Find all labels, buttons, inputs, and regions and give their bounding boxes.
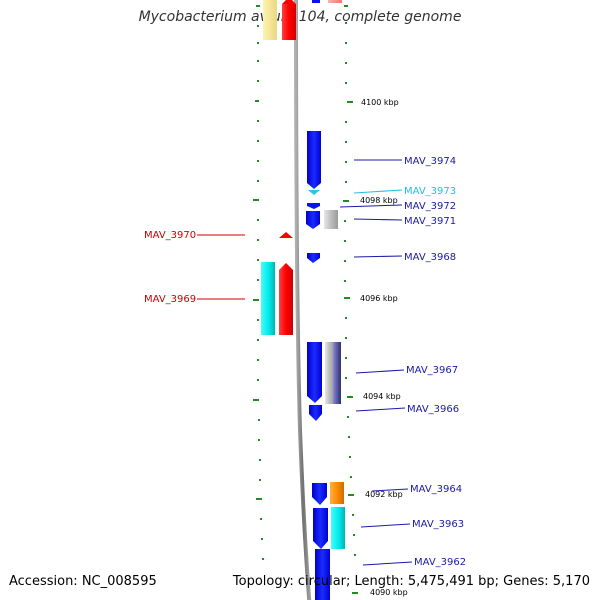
accession-label: Accession: NC_008595 [9, 574, 157, 589]
gene-top-yellow [263, 0, 277, 40]
left-tick-column [253, 5, 264, 560]
label-mav-3973[interactable]: MAV_3973 [404, 186, 456, 197]
gene-mav-3967-a [307, 342, 322, 403]
label-mav-3968[interactable]: MAV_3968 [404, 252, 456, 263]
genome-backbone [294, 0, 312, 600]
label-mav-3972[interactable]: MAV_3972 [404, 201, 456, 212]
gene-mav-3970 [279, 232, 293, 238]
gene-mav-3968 [307, 253, 320, 263]
gene-mav-3972 [307, 203, 320, 209]
kbp-label-4092: 4092 kbp [365, 490, 403, 499]
gene-top-pink [328, 0, 342, 3]
gene-top-red-tip [282, 0, 296, 4]
kbp-label-4096: 4096 kbp [360, 294, 398, 303]
topology-label: Topology: circular; Length: 5,475,491 bp… [232, 574, 590, 589]
gene-mav-3969-cyan [261, 262, 275, 335]
label-mav-3969[interactable]: MAV_3969 [144, 294, 196, 305]
kbp-label-4100: 4100 kbp [361, 98, 399, 107]
gene-mav-3964-a [312, 483, 327, 505]
gene-mav-3963-a [313, 508, 328, 549]
label-leader-lines [197, 159, 413, 566]
tick-marks [253, 5, 358, 594]
label-mav-3971[interactable]: MAV_3971 [404, 216, 456, 227]
gene-mav-3974 [307, 131, 321, 189]
label-mav-3974[interactable]: MAV_3974 [404, 156, 456, 167]
gene-mav-3973 [308, 190, 320, 195]
gene-mav-3963-b [331, 507, 345, 549]
gene-top-red [282, 4, 296, 40]
label-mav-3966[interactable]: MAV_3966 [407, 404, 459, 415]
label-mav-3970[interactable]: MAV_3970 [144, 230, 196, 241]
gene-mav-3971-b [324, 210, 338, 229]
gene-mav-3966 [309, 405, 322, 421]
label-mav-3967[interactable]: MAV_3967 [406, 365, 458, 376]
label-mav-3964[interactable]: MAV_3964 [410, 484, 462, 495]
label-mav-3962[interactable]: MAV_3962 [414, 557, 466, 568]
right-tick-column [343, 5, 358, 594]
gene-mav-3962 [315, 549, 330, 600]
gene-mav-3969 [279, 263, 293, 335]
kbp-label-4098: 4098 kbp [360, 196, 398, 205]
gene-mav-3967-c [333, 342, 341, 404]
gene-mav-3971-a [306, 211, 320, 229]
kbp-label-4090: 4090 kbp [370, 588, 408, 597]
gene-mav-3967-b [325, 342, 334, 404]
gene-top-blue-stub [312, 0, 320, 3]
gene-mav-3964-b [330, 482, 344, 504]
map-title: Mycobacterium avium 104, complete genome [138, 9, 462, 25]
kbp-label-4094: 4094 kbp [363, 392, 401, 401]
label-mav-3963[interactable]: MAV_3963 [412, 519, 464, 530]
